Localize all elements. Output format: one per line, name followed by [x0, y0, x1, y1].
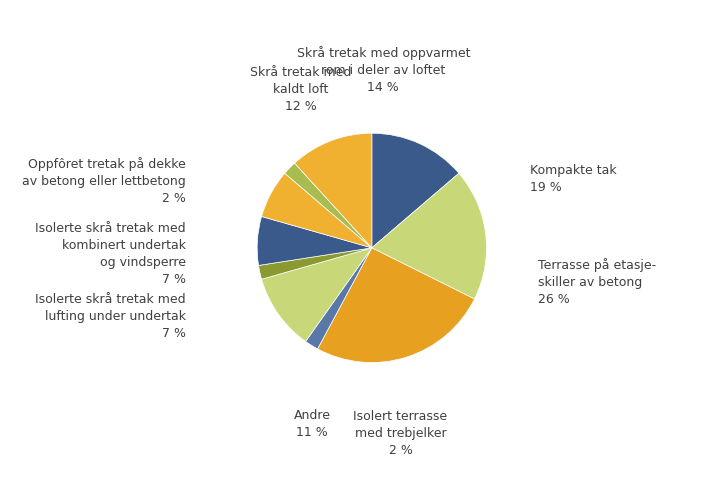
Text: Oppfôret tretak på dekke
av betong eller lettbetong
2 %: Oppfôret tretak på dekke av betong eller…: [22, 157, 186, 205]
Wedge shape: [372, 133, 459, 248]
Text: Kompakte tak
19 %: Kompakte tak 19 %: [530, 164, 617, 194]
Text: Andre
11 %: Andre 11 %: [294, 410, 330, 440]
Text: Terrasse på etasje-
skiller av betong
26 %: Terrasse på etasje- skiller av betong 26…: [538, 258, 656, 306]
Wedge shape: [258, 248, 372, 279]
Text: Isolert terrasse
med trebjelker
2 %: Isolert terrasse med trebjelker 2 %: [353, 410, 448, 457]
Wedge shape: [305, 248, 372, 349]
Wedge shape: [261, 173, 372, 248]
Wedge shape: [261, 248, 372, 342]
Text: Isolerte skrå tretak med
kombinert undertak
og vindsperre
7 %: Isolerte skrå tretak med kombinert under…: [36, 221, 186, 286]
Wedge shape: [372, 173, 486, 299]
Text: Skrå tretak med oppvarmet
rom i deler av loftet
14 %: Skrå tretak med oppvarmet rom i deler av…: [296, 46, 470, 94]
Wedge shape: [257, 217, 372, 266]
Text: Skrå tretak med
kaldt loft
12 %: Skrå tretak med kaldt loft 12 %: [250, 66, 352, 113]
Wedge shape: [295, 133, 372, 248]
Wedge shape: [318, 248, 474, 363]
Wedge shape: [285, 163, 372, 248]
Text: Isolerte skrå tretak med
lufting under undertak
7 %: Isolerte skrå tretak med lufting under u…: [36, 293, 186, 340]
